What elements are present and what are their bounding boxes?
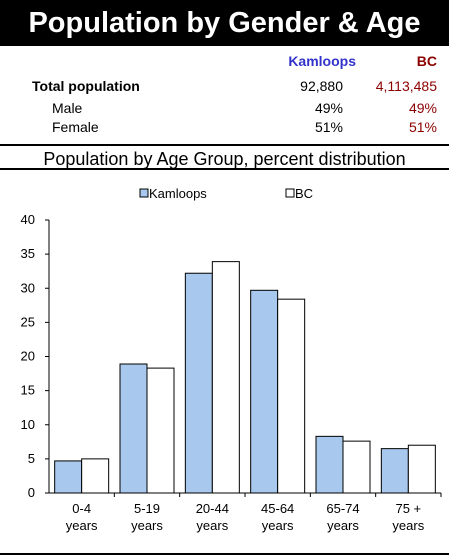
stats-row-total: Total population 92,880 4,113,485 bbox=[0, 78, 449, 96]
bar-kamloops bbox=[184, 272, 213, 494]
y-tick-label: 10 bbox=[21, 417, 35, 432]
bar-kamloops bbox=[380, 448, 409, 494]
y-tick-label: 0 bbox=[28, 485, 35, 500]
x-tick-label: 20-44 bbox=[196, 501, 229, 516]
y-tick-label: 30 bbox=[21, 280, 35, 295]
row-label: Female bbox=[52, 119, 99, 135]
bar-bc bbox=[146, 367, 175, 494]
x-tick-label-unit: years bbox=[66, 518, 98, 533]
y-tick-label: 25 bbox=[21, 314, 35, 329]
bar-kamloops bbox=[119, 363, 148, 494]
legend-swatch-bc bbox=[285, 188, 295, 198]
x-tick-label-unit: years bbox=[392, 518, 424, 533]
y-tick-label: 40 bbox=[21, 212, 35, 227]
x-tick-label: 5-19 bbox=[134, 501, 160, 516]
stats-row-female: Female 51% 51% bbox=[0, 119, 449, 137]
row-label: Total population bbox=[32, 78, 140, 94]
bar-bc bbox=[81, 458, 110, 494]
x-tick-label-unit: years bbox=[196, 518, 228, 533]
x-tick-label: 0-4 bbox=[72, 501, 91, 516]
x-tick-label-unit: years bbox=[262, 518, 294, 533]
x-tick-label: 65-74 bbox=[326, 501, 359, 516]
x-tick-label-unit: years bbox=[327, 518, 359, 533]
bar-bc bbox=[407, 444, 436, 494]
legend-swatch-kamloops bbox=[139, 188, 149, 198]
x-tick-label: 75 + bbox=[395, 501, 421, 516]
bar-kamloops bbox=[54, 460, 83, 494]
bc-value: 49% bbox=[408, 100, 437, 116]
legend-label-kamloops: Kamloops bbox=[149, 186, 207, 201]
x-tick-label: 45-64 bbox=[261, 501, 294, 516]
row-label: Male bbox=[52, 100, 83, 116]
legend-label-bc: BC bbox=[295, 186, 313, 201]
page-title: Population by Gender & Age bbox=[0, 0, 449, 46]
y-tick-label: 5 bbox=[28, 451, 35, 466]
bc-value: 4,113,485 bbox=[375, 78, 437, 94]
bc-value: 51% bbox=[408, 119, 437, 135]
bar-bc bbox=[211, 261, 240, 494]
bar-chart-svg: 0 5 10 15 20 25 30 35 40 0-4 years 5-19 years 20-44 ye… bbox=[21, 186, 442, 533]
kamloops-value: 49% bbox=[314, 100, 343, 116]
bc-header: BC bbox=[416, 53, 437, 69]
bar-bc bbox=[277, 298, 306, 494]
chart-title: Population by Age Group, percent distrib… bbox=[0, 144, 449, 170]
kamloops-header: Kamloops bbox=[288, 53, 356, 69]
bar-bc bbox=[342, 440, 371, 494]
kamloops-value: 51% bbox=[314, 119, 343, 135]
y-tick-label: 35 bbox=[21, 246, 35, 261]
kamloops-value: 92,880 bbox=[300, 78, 343, 94]
bar-kamloops bbox=[315, 435, 344, 494]
y-tick-label: 15 bbox=[21, 383, 35, 398]
bar-kamloops bbox=[250, 289, 279, 494]
age-group-chart: 0 5 10 15 20 25 30 35 40 0-4 years 5-19 years 20-44 ye… bbox=[0, 170, 449, 555]
stats-table: Kamloops BC Total population 92,880 4,11… bbox=[0, 46, 449, 144]
y-tick-label: 20 bbox=[21, 349, 35, 364]
stats-row-male: Male 49% 49% bbox=[0, 100, 449, 118]
x-tick-label-unit: years bbox=[131, 518, 163, 533]
